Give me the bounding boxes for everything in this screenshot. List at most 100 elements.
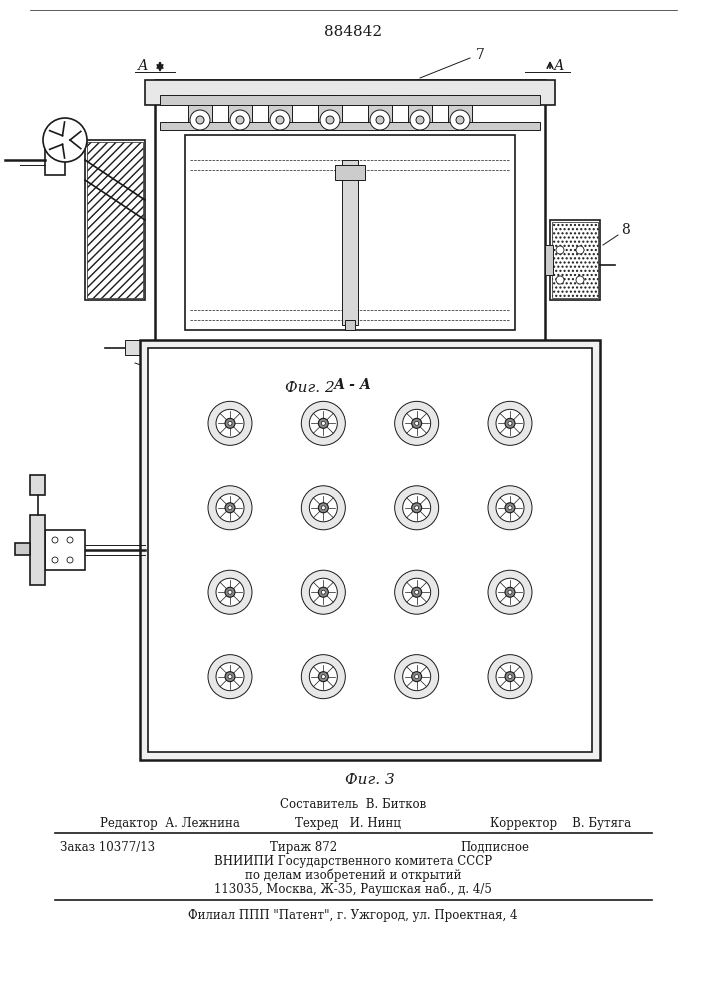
Circle shape (322, 675, 325, 679)
Bar (45, 530, 85, 570)
Circle shape (310, 578, 337, 606)
Circle shape (270, 110, 290, 130)
Circle shape (450, 110, 470, 130)
Text: Заказ 10377/13: Заказ 10377/13 (60, 840, 155, 854)
Circle shape (301, 486, 345, 530)
Circle shape (411, 503, 421, 513)
Circle shape (230, 110, 250, 130)
Bar (228, 95, 252, 130)
Circle shape (301, 570, 345, 614)
Circle shape (225, 503, 235, 513)
Circle shape (67, 537, 73, 543)
Circle shape (488, 570, 532, 614)
Circle shape (411, 587, 421, 597)
Circle shape (322, 506, 325, 510)
Circle shape (318, 587, 328, 597)
Text: Фиг. 2: Фиг. 2 (285, 381, 335, 395)
Bar (87, 142, 143, 298)
Circle shape (67, 557, 73, 563)
Circle shape (488, 401, 532, 445)
Text: ВНИИПИ Государственного комитета СССР: ВНИИПИ Государственного комитета СССР (214, 854, 492, 867)
Circle shape (208, 401, 252, 445)
Circle shape (225, 672, 235, 682)
Bar (148, 348, 592, 752)
Circle shape (395, 655, 438, 699)
Circle shape (326, 116, 334, 124)
Bar (408, 95, 432, 130)
Circle shape (395, 570, 438, 614)
Bar (318, 95, 342, 130)
Text: по делам изобретений и открытий: по делам изобретений и открытий (245, 868, 461, 882)
Circle shape (488, 655, 532, 699)
Circle shape (310, 494, 337, 522)
Text: Техред   И. Нинц: Техред И. Нинц (295, 816, 401, 830)
Circle shape (505, 503, 515, 513)
Circle shape (310, 409, 337, 437)
Circle shape (496, 409, 524, 437)
Circle shape (496, 494, 524, 522)
Circle shape (410, 110, 430, 130)
Circle shape (505, 418, 515, 428)
Circle shape (505, 587, 515, 597)
Circle shape (556, 276, 564, 284)
Circle shape (228, 421, 232, 425)
Bar (85, 140, 145, 300)
Bar (345, 320, 355, 330)
Circle shape (403, 494, 431, 522)
Bar (268, 95, 292, 130)
Bar (15, 543, 30, 555)
Text: Подписное: Подписное (460, 840, 529, 854)
Circle shape (576, 276, 584, 284)
Circle shape (403, 663, 431, 691)
Circle shape (208, 655, 252, 699)
Circle shape (225, 418, 235, 428)
Bar (545, 245, 553, 275)
Text: Составитель  В. Битков: Составитель В. Битков (280, 798, 426, 812)
Bar (335, 165, 365, 180)
Circle shape (415, 675, 419, 679)
Circle shape (403, 578, 431, 606)
Circle shape (505, 672, 515, 682)
Bar (368, 95, 392, 130)
Circle shape (52, 537, 58, 543)
Circle shape (228, 506, 232, 510)
Text: А: А (554, 59, 564, 73)
Circle shape (228, 675, 232, 679)
Circle shape (318, 418, 328, 428)
Circle shape (318, 503, 328, 513)
Circle shape (411, 418, 421, 428)
Circle shape (403, 409, 431, 437)
Circle shape (416, 116, 424, 124)
Circle shape (456, 116, 464, 124)
Circle shape (322, 590, 325, 594)
Circle shape (310, 663, 337, 691)
Circle shape (508, 506, 512, 510)
Bar (155, 80, 545, 360)
Circle shape (228, 590, 232, 594)
Circle shape (276, 116, 284, 124)
Circle shape (216, 578, 244, 606)
Text: 8: 8 (621, 223, 629, 237)
Text: А - А: А - А (334, 378, 372, 392)
Bar (160, 122, 540, 130)
Bar (552, 222, 598, 298)
Circle shape (320, 110, 340, 130)
Circle shape (236, 116, 244, 124)
Bar (30, 475, 45, 495)
Text: 113035, Москва, Ж-35, Раушская наб., д. 4/5: 113035, Москва, Ж-35, Раушская наб., д. … (214, 882, 492, 896)
Circle shape (508, 421, 512, 425)
Bar (45, 145, 65, 175)
Circle shape (415, 590, 419, 594)
Circle shape (488, 486, 532, 530)
Circle shape (496, 663, 524, 691)
Bar (140, 340, 600, 760)
Circle shape (376, 116, 384, 124)
Bar (448, 95, 472, 130)
Bar (188, 95, 212, 130)
Bar (160, 95, 540, 105)
Circle shape (208, 570, 252, 614)
Circle shape (216, 663, 244, 691)
Text: Филиал ППП "Патент", г. Ужгород, ул. Проектная, 4: Филиал ППП "Патент", г. Ужгород, ул. Про… (188, 908, 518, 922)
Text: Редактор  А. Лежнина: Редактор А. Лежнина (100, 816, 240, 830)
Bar (342, 160, 358, 325)
